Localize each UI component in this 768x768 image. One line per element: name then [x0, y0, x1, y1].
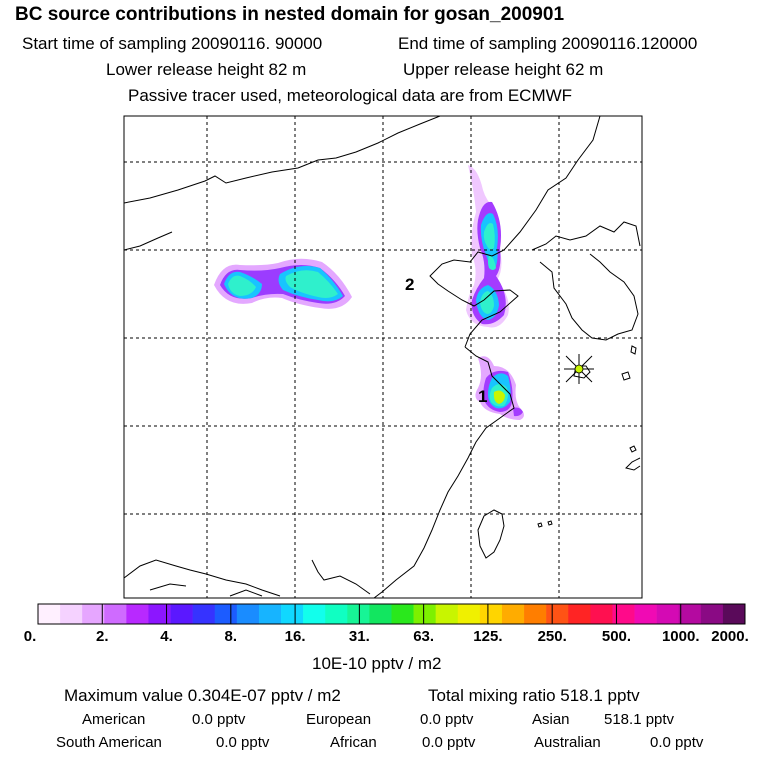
- grid-lines: [124, 116, 642, 598]
- colorbar-tick-label: 16.: [284, 628, 306, 645]
- gosan-receptor-star: [564, 354, 594, 384]
- colorbar-tick-label: 2000.: [711, 628, 749, 645]
- colorbar-unit: 10E-10 pptv / m2: [312, 654, 442, 673]
- colorbar-swatch: [479, 604, 503, 624]
- colorbar-swatch: [236, 604, 260, 624]
- colorbar-swatch: [170, 604, 193, 624]
- colorbar-swatch: [457, 604, 481, 624]
- lower-release-height: Lower release height 82 m: [106, 60, 307, 79]
- colorbar-tick-label: 2.: [96, 628, 109, 645]
- colorbar-swatch: [612, 604, 635, 624]
- colorbar-swatch: [192, 604, 216, 624]
- source-marker-2: 2: [405, 275, 414, 294]
- region-value-australian: 0.0 pptv: [650, 734, 704, 751]
- region-name-african: African: [330, 734, 377, 751]
- colorbar-tick-label: 1000.: [661, 628, 700, 645]
- colorbar-swatch: [126, 604, 149, 624]
- maximum-value: Maximum value 0.304E-07 pptv / m2: [64, 686, 341, 705]
- colorbar-swatch: [258, 604, 282, 624]
- region-value-south-american: 0.0 pptv: [216, 734, 270, 751]
- colorbar-swatch: [214, 604, 238, 624]
- total-mixing-ratio: Total mixing ratio 518.1 pptv: [428, 686, 640, 705]
- concentration-plume-north: [466, 165, 509, 328]
- colorbar-swatch: [325, 604, 348, 624]
- colorbar: [37, 603, 746, 625]
- region-name-american: American: [82, 711, 146, 728]
- colorbar-swatch: [524, 604, 547, 624]
- upper-release-height: Upper release height 62 m: [403, 60, 604, 79]
- colorbar-swatch: [303, 604, 326, 624]
- colorbar-swatch: [347, 604, 370, 624]
- region-value-european: 0.0 pptv: [420, 711, 474, 728]
- colorbar-swatch: [369, 604, 392, 624]
- colorbar-swatch: [391, 604, 414, 624]
- coastlines: [124, 116, 641, 598]
- colorbar-swatch: [38, 604, 61, 624]
- colorbar-swatch: [82, 604, 105, 624]
- colorbar-tick-label: 63.: [413, 628, 435, 645]
- colorbar-swatch: [501, 604, 525, 624]
- tracer-note: Passive tracer used, meteorological data…: [128, 86, 573, 105]
- colorbar-tick-label: 0.: [23, 628, 37, 645]
- region-value-american: 0.0 pptv: [192, 711, 246, 728]
- concentration-plume-west: [214, 258, 352, 309]
- colorbar-frame: [37, 603, 746, 625]
- colorbar-tick-label: 250.: [537, 628, 567, 645]
- plot-title: BC source contributions in nested domain…: [15, 4, 565, 25]
- colorbar-swatch: [656, 604, 680, 624]
- colorbar-swatch: [60, 604, 83, 624]
- region-name-asian: Asian: [532, 711, 570, 728]
- colorbar-swatch: [568, 604, 591, 624]
- colorbar-swatch: [281, 604, 304, 624]
- end-time-label: End time of sampling 20090116.120000: [398, 34, 698, 53]
- region-name-south-american: South American: [56, 734, 162, 751]
- colorbar-swatch: [435, 604, 459, 624]
- colorbar-swatch: [546, 604, 569, 624]
- colorbar-swatch: [722, 604, 746, 624]
- map-frame: [123, 115, 643, 599]
- start-time-label: Start time of sampling 20090116. 90000: [22, 34, 323, 53]
- region-name-european: European: [306, 711, 372, 728]
- region-value-african: 0.0 pptv: [422, 734, 476, 751]
- colorbar-swatch: [413, 604, 436, 624]
- colorbar-tick-label: 125.: [473, 628, 503, 645]
- colorbar-tick-label: 31.: [348, 628, 370, 645]
- colorbar-swatch: [700, 604, 724, 624]
- region-value-asian: 518.1 pptv: [604, 711, 675, 728]
- concentration-plume-south: [475, 356, 524, 420]
- source-marker-1: 1: [478, 387, 487, 406]
- map-area: [124, 116, 642, 598]
- colorbar-tick-label: 4.: [160, 628, 173, 645]
- colorbar-swatch: [678, 604, 702, 624]
- colorbar-swatch: [590, 604, 613, 624]
- region-name-australian: Australian: [534, 734, 601, 751]
- colorbar-swatch: [634, 604, 657, 624]
- colorbar-swatch: [104, 604, 127, 624]
- colorbar-swatch: [148, 604, 171, 624]
- colorbar-tick-label: 500.: [601, 628, 632, 645]
- colorbar-tick-label: 8.: [224, 628, 238, 645]
